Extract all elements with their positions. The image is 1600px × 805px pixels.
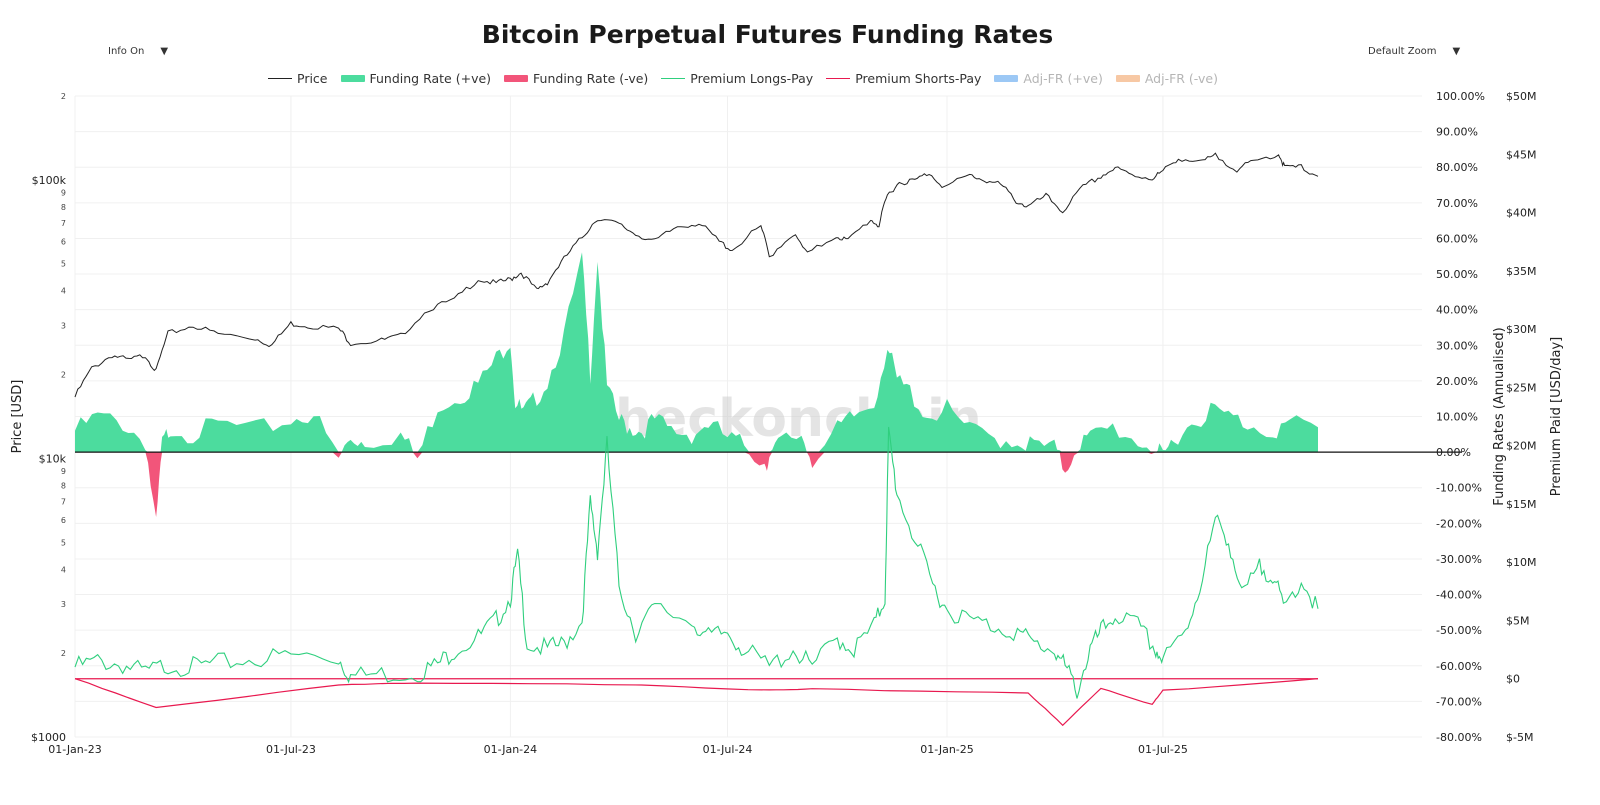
x-tick-label: 01-Jan-24 [484, 743, 538, 756]
price-minor-tick-label: 7 [61, 498, 66, 507]
legend-item[interactable]: Premium Longs-Pay [661, 71, 813, 86]
premium-tick-label: $-5M [1506, 731, 1533, 744]
x-tick-label: 01-Jan-25 [920, 743, 974, 756]
legend-line-swatch [826, 78, 851, 79]
legend-item[interactable]: Funding Rate (+ve) [340, 71, 492, 86]
premium-tick-label: $20M [1506, 440, 1537, 453]
premium-tick-label: $50M [1506, 90, 1537, 103]
premium-axis-title: Premium Paid [USD/day] [1549, 337, 1564, 496]
funding-tick-label: -60.00% [1436, 660, 1482, 673]
legend-bar-swatch [994, 75, 1019, 82]
premium-tick-label: $10M [1506, 556, 1537, 569]
price-major-tick-label: $10k [39, 452, 67, 465]
x-tick-label: 01-Jul-23 [266, 743, 316, 756]
legend-label: Premium Shorts-Pay [855, 71, 982, 86]
price-minor-tick-label: 5 [61, 260, 66, 269]
funding-tick-label: -80.00% [1436, 731, 1482, 744]
funding-tick-label: -70.00% [1436, 695, 1482, 708]
x-tick-label: 01-Jul-25 [1138, 743, 1188, 756]
info-toggle-label: Info On [108, 46, 145, 57]
legend-item[interactable]: Adj-FR (+ve) [994, 71, 1103, 86]
price-minor-tick-label: 6 [61, 238, 66, 247]
legend-label: Funding Rate (-ve) [533, 71, 649, 86]
funding-tick-label: -30.00% [1436, 553, 1482, 566]
price-minor-tick-label: 2 [61, 649, 66, 658]
info-toggle-dropdown[interactable]: Info On ▼ [108, 46, 168, 57]
legend-line-swatch [268, 78, 292, 79]
premium-shorts-pay-line [74, 678, 1319, 727]
premium-tick-label: $40M [1506, 207, 1537, 220]
price-minor-tick-label: 8 [61, 203, 66, 212]
premium-tick-label: $45M [1506, 148, 1537, 161]
funding-tick-label: 90.00% [1436, 126, 1478, 139]
funding-tick-label: 30.00% [1436, 339, 1478, 352]
price-minor-tick-label: 3 [61, 600, 66, 609]
zoom-label: Default Zoom [1368, 46, 1437, 57]
x-tick-label: 01-Jul-24 [703, 743, 753, 756]
legend-item[interactable]: Premium Shorts-Pay [826, 71, 981, 86]
price-axis-title: Price [USD] [10, 380, 25, 454]
funding-axis-title: Funding Rates (Annualised) [1492, 327, 1507, 505]
price-minor-tick-label: 7 [61, 219, 66, 228]
legend-label: Adj-FR (-ve) [1144, 71, 1218, 86]
legend-item[interactable]: Adj-FR (-ve) [1115, 71, 1218, 86]
price-major-tick-label: $100k [32, 174, 67, 187]
legend-line-swatch [661, 78, 686, 79]
legend-bar-swatch [504, 75, 529, 82]
funding-tick-label: 60.00% [1436, 232, 1478, 245]
funding-tick-label: 70.00% [1436, 197, 1478, 210]
funding-tick-label: 10.00% [1436, 411, 1478, 424]
x-tick-label: 01-Jan-23 [48, 743, 102, 756]
funding-tick-label: -20.00% [1436, 517, 1482, 530]
premium-longs-pay-line [74, 426, 1319, 699]
premium-tick-label: $15M [1506, 498, 1537, 511]
funding-tick-label: 40.00% [1436, 304, 1478, 317]
funding-tick-label: 100.00% [1436, 90, 1485, 103]
price-minor-tick-label: 6 [61, 516, 66, 525]
legend-label: Price [297, 71, 328, 86]
premium-tick-label: $25M [1506, 381, 1537, 394]
legend-label: Funding Rate (+ve) [369, 71, 492, 86]
legend-label: Premium Longs-Pay [690, 71, 814, 86]
funding-tick-label: 20.00% [1436, 375, 1478, 388]
premium-tick-label: $0 [1506, 673, 1520, 686]
funding-tick-label: 50.00% [1436, 268, 1478, 281]
chart-legend: Price Funding Rate (+ve) Funding Rate (-ve… [268, 71, 1231, 86]
legend-item[interactable]: Price [268, 71, 328, 86]
price-minor-tick-label: 4 [61, 565, 66, 574]
price-minor-tick-label: 8 [61, 481, 66, 490]
zoom-dropdown[interactable]: Default Zoom ▼ [1368, 46, 1460, 57]
funding-tick-label: -50.00% [1436, 624, 1482, 637]
chevron-down-icon: ▼ [160, 46, 169, 57]
funding-rate-positive-area [75, 252, 1318, 453]
price-minor-tick-label: 3 [61, 322, 66, 331]
funding-tick-label: -40.00% [1436, 589, 1482, 602]
price-minor-tick-label: 9 [61, 189, 66, 198]
chevron-down-icon: ▼ [1452, 46, 1461, 57]
price-major-tick-label: $1000 [31, 731, 66, 744]
price-line [74, 152, 1319, 398]
premium-tick-label: $5M [1506, 614, 1530, 627]
chart-title: Bitcoin Perpetual Futures Funding Rates [481, 20, 1054, 49]
funding-tick-label: 0.00% [1436, 446, 1471, 459]
price-minor-tick-label: 2 [61, 371, 66, 380]
legend-bar-swatch [340, 75, 365, 82]
price-minor-tick-label: 9 [61, 467, 66, 476]
legend-label: Adj-FR (+ve) [1023, 71, 1103, 86]
premium-tick-label: $35M [1506, 265, 1537, 278]
price-minor-tick-label: 4 [61, 287, 66, 296]
funding-tick-label: 80.00% [1436, 161, 1478, 174]
price-minor-tick-label: 2 [61, 92, 66, 101]
legend-bar-swatch [1115, 75, 1140, 82]
price-minor-tick-label: 5 [61, 538, 66, 547]
funding-tick-label: -10.00% [1436, 482, 1482, 495]
legend-item[interactable]: Funding Rate (-ve) [504, 71, 648, 86]
funding-rate-negative-area [75, 452, 1318, 517]
premium-tick-label: $30M [1506, 323, 1537, 336]
